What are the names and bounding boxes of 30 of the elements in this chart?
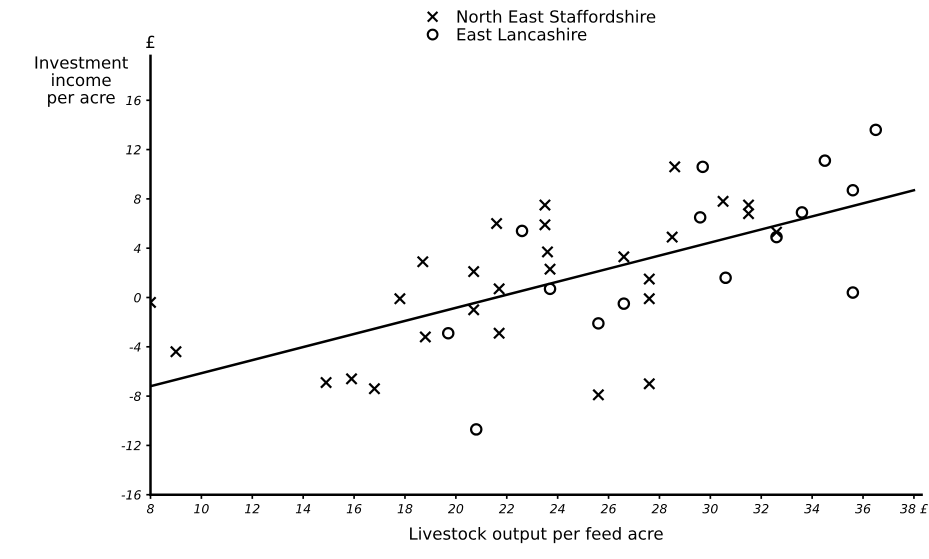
- x-tick-label: 20: [448, 504, 464, 514]
- x-axis-title: Livestock output per feed acre: [410, 526, 663, 544]
- x-tick-label: 26: [600, 504, 616, 514]
- legend-label: North East Staffordshire: [458, 10, 656, 23]
- x-tick-label: 36: [855, 504, 870, 514]
- y-axis-title: Investment income per acre: [36, 56, 128, 107]
- x-tick-label: 18: [398, 504, 412, 514]
- x-tick-label: 28: [652, 504, 667, 514]
- x-tick-label: 24: [550, 504, 565, 514]
- x-tick-label: 8: [146, 504, 154, 514]
- y-tick-label: -4: [130, 342, 141, 352]
- x-tick-label: 12: [244, 504, 260, 514]
- y-tick-label: 4: [134, 244, 141, 253]
- text: £: [146, 36, 154, 48]
- x-tick-label: 10: [194, 504, 209, 514]
- y-tick-label: 0: [134, 292, 141, 302]
- y-tick-label: 8: [134, 194, 141, 204]
- y-tick-label: 16: [126, 96, 141, 106]
- y-tick-label: -16: [122, 490, 141, 500]
- x-tick-label: 30: [702, 504, 718, 514]
- y-tick-label: -8: [130, 392, 141, 402]
- x-tick-label: 22: [498, 504, 514, 514]
- y-tick-label: 12: [126, 145, 141, 154]
- x-tick-label: 16: [346, 504, 362, 514]
- y-tick-label: -12: [122, 440, 141, 450]
- x-tick-label: 14: [296, 504, 310, 514]
- legend-label: East Lancashire: [458, 28, 586, 41]
- x-tick-label: 32: [753, 504, 768, 514]
- x-tick-label: 34: [804, 504, 820, 514]
- x-tick-label: 38 £: [900, 504, 928, 514]
